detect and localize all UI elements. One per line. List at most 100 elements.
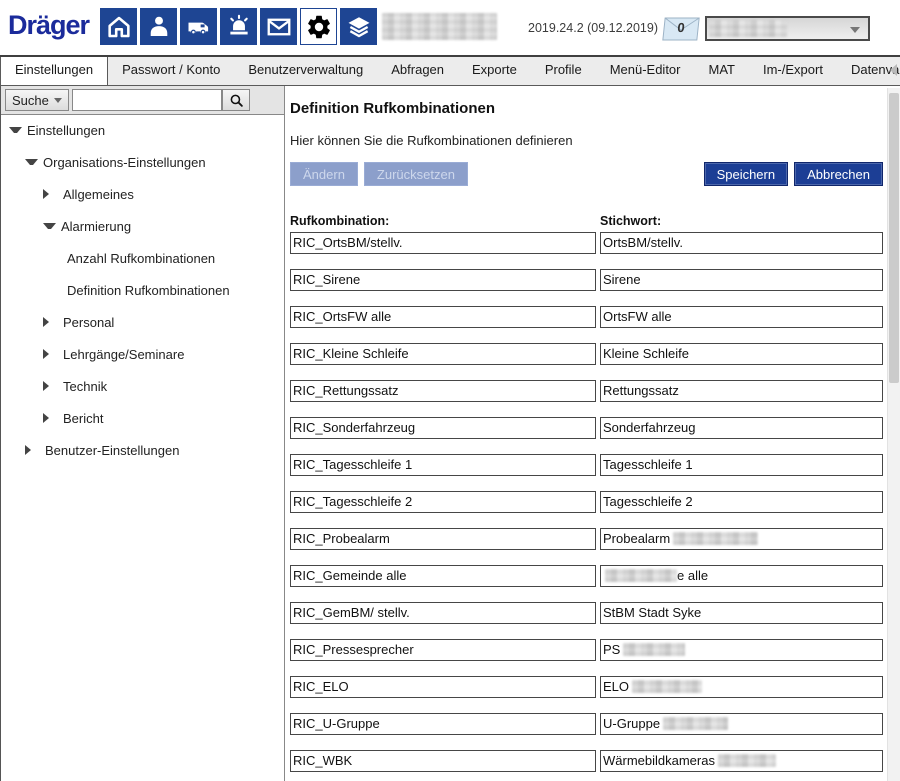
mail-icon-button[interactable] <box>260 8 297 45</box>
rufkombination-input[interactable]: RIC_OrtsBM/stellv. <box>290 232 596 254</box>
tab-menü-editor[interactable]: Menü-Editor <box>609 62 681 77</box>
stichwort-input[interactable]: OrtsBM/stellv. <box>600 232 883 254</box>
tab-passwort-konto[interactable]: Passwort / Konto <box>122 62 221 77</box>
rufkombination-input[interactable]: RIC_GemBM/ stellv. <box>290 602 596 624</box>
rufkombination-input[interactable]: RIC_Kleine Schleife <box>290 343 596 365</box>
chevron-down-icon <box>850 27 860 33</box>
tree-expanded-arrow-icon[interactable] <box>25 159 38 165</box>
sidebar-item-organisations-einstellungen[interactable]: Organisations-Einstellungen <box>1 146 284 178</box>
stichwort-input[interactable]: Probealarm <box>600 528 883 550</box>
tree-collapsed-arrow-icon[interactable] <box>43 349 56 359</box>
messages-badge[interactable]: 0 <box>662 17 701 41</box>
stichwort-input[interactable]: Kleine Schleife <box>600 343 883 365</box>
rufkombination-input[interactable]: RIC_Gemeinde alle <box>290 565 596 587</box>
stichwort-input[interactable]: ELO <box>600 676 883 698</box>
home-icon-button[interactable] <box>100 8 137 45</box>
siren-icon-button[interactable] <box>220 8 257 45</box>
table-row: RIC_Kleine Schleife Kleine Schleife <box>290 343 883 365</box>
tree-collapsed-arrow-icon[interactable] <box>43 381 56 391</box>
search-icon <box>230 94 243 107</box>
stichwort-input[interactable]: Tagesschleife 2 <box>600 491 883 513</box>
layers-icon-button[interactable] <box>340 8 377 45</box>
vehicle-icon-button[interactable] <box>180 8 217 45</box>
redacted-org-logo <box>382 13 497 40</box>
speichern-button[interactable]: Speichern <box>703 162 789 186</box>
page-subtitle: Hier können Sie die Rufkombinationen def… <box>290 133 573 148</box>
search-filter-dropdown[interactable]: Suche <box>5 89 69 111</box>
settings-icon-button[interactable] <box>300 8 337 45</box>
tree-expanded-arrow-icon[interactable] <box>43 223 56 229</box>
home-icon <box>107 16 130 37</box>
zuruecksetzen-button[interactable]: Zurücksetzen <box>363 162 468 186</box>
search-input[interactable] <box>72 89 222 111</box>
rufkombination-input[interactable]: RIC_Sirene <box>290 269 596 291</box>
rufkombination-input[interactable]: RIC_OrtsFW alle <box>290 306 596 328</box>
rufkombination-input[interactable]: RIC_WBK <box>290 750 596 772</box>
tab-benutzerverwaltung[interactable]: Benutzerverwaltung <box>248 62 364 77</box>
sidebar-item-label: Bericht <box>63 410 104 426</box>
stichwort-input[interactable]: Rettungssatz <box>600 380 883 402</box>
sidebar-item-label: Anzahl Rufkombinationen <box>67 250 216 266</box>
person-icon-button[interactable] <box>140 8 177 45</box>
tab-profile[interactable]: Profile <box>544 62 582 77</box>
tab-exporte[interactable]: Exporte <box>472 62 517 77</box>
tab-scroll-left-icon[interactable] <box>890 64 897 76</box>
sidebar-item-einstellungen[interactable]: Einstellungen <box>1 114 284 146</box>
sidebar-item-allgemeines[interactable]: Allgemeines <box>1 178 284 210</box>
rufkombination-input[interactable]: RIC_Tagesschleife 1 <box>290 454 596 476</box>
tab-einstellungen[interactable]: Einstellungen <box>0 57 109 85</box>
vertical-scrollbar[interactable] <box>887 88 900 781</box>
stichwort-text: e alle <box>677 568 709 583</box>
rufkombination-input[interactable]: RIC_Sonderfahrzeug <box>290 417 596 439</box>
tree-collapsed-arrow-icon[interactable] <box>43 413 56 423</box>
abbrechen-button[interactable]: Abbrechen <box>794 162 883 186</box>
sidebar-item-label: Einstellungen <box>27 122 106 138</box>
button-row: Ändern Zurücksetzen Speichern Abbrechen <box>289 162 883 186</box>
sidebar-item-alarmierung[interactable]: Alarmierung <box>1 210 284 242</box>
sidebar-item-lehrgänge-seminare[interactable]: Lehrgänge/Seminare <box>1 338 284 370</box>
sidebar-item-personal[interactable]: Personal <box>1 306 284 338</box>
rufkombination-input[interactable]: RIC_Probealarm <box>290 528 596 550</box>
user-select-dropdown[interactable] <box>705 16 870 41</box>
sidebar-item-definition-rufkombinationen[interactable]: Definition Rufkombinationen <box>1 274 284 306</box>
stichwort-input[interactable]: StBM Stadt Syke <box>600 602 883 624</box>
person-icon <box>150 16 167 36</box>
rufkombination-input[interactable]: RIC_Pressesprecher <box>290 639 596 661</box>
search-button[interactable] <box>222 89 250 111</box>
stichwort-input[interactable]: OrtsFW alle <box>600 306 883 328</box>
redacted-text <box>632 680 703 693</box>
stichwort-input[interactable]: U-Gruppe <box>600 713 883 735</box>
stichwort-text: OrtsFW alle <box>603 309 672 324</box>
rufkombination-input[interactable]: RIC_Rettungssatz <box>290 380 596 402</box>
stichwort-input[interactable]: Sirene <box>600 269 883 291</box>
tree-collapsed-arrow-icon[interactable] <box>43 317 56 327</box>
stichwort-input[interactable]: e alle <box>600 565 883 587</box>
tree-collapsed-arrow-icon[interactable] <box>25 445 38 455</box>
tree-expanded-arrow-icon[interactable] <box>9 127 22 133</box>
rufkombination-input[interactable]: RIC_ELO <box>290 676 596 698</box>
sidebar-item-technik[interactable]: Technik <box>1 370 284 402</box>
rufkombination-input[interactable]: RIC_U-Gruppe <box>290 713 596 735</box>
tab-datenva[interactable]: Datenva <box>850 62 900 77</box>
sidebar-item-anzahl-rufkombinationen[interactable]: Anzahl Rufkombinationen <box>1 242 284 274</box>
table-row: RIC_Sonderfahrzeug Sonderfahrzeug <box>290 417 883 439</box>
vehicle-icon <box>188 22 208 35</box>
tab-im-export[interactable]: Im-/Export <box>762 62 823 77</box>
mail-icon <box>267 18 290 35</box>
tab-abfragen[interactable]: Abfragen <box>391 62 445 77</box>
rufkombination-input[interactable]: RIC_Tagesschleife 2 <box>290 491 596 513</box>
stichwort-input[interactable]: Sonderfahrzeug <box>600 417 883 439</box>
aendern-button[interactable]: Ändern <box>290 162 358 186</box>
stichwort-input[interactable]: PS <box>600 639 883 661</box>
version-label: 2019.24.2 (09.12.2019) <box>528 21 658 35</box>
tab-mat[interactable]: MAT <box>708 62 735 77</box>
app-header: Dräger 2019.24.2 (09.12.2019) 0 <box>0 0 900 55</box>
sidebar-item-label: Personal <box>63 314 115 330</box>
tree-collapsed-arrow-icon[interactable] <box>43 189 56 199</box>
stichwort-input[interactable]: Wärmebildkameras <box>600 750 883 772</box>
scrollbar-thumb[interactable] <box>889 93 899 383</box>
stichwort-text: Tagesschleife 2 <box>603 494 693 509</box>
stichwort-input[interactable]: Tagesschleife 1 <box>600 454 883 476</box>
sidebar-item-bericht[interactable]: Bericht <box>1 402 284 434</box>
sidebar-item-benutzer-einstellungen[interactable]: Benutzer-Einstellungen <box>1 434 284 466</box>
